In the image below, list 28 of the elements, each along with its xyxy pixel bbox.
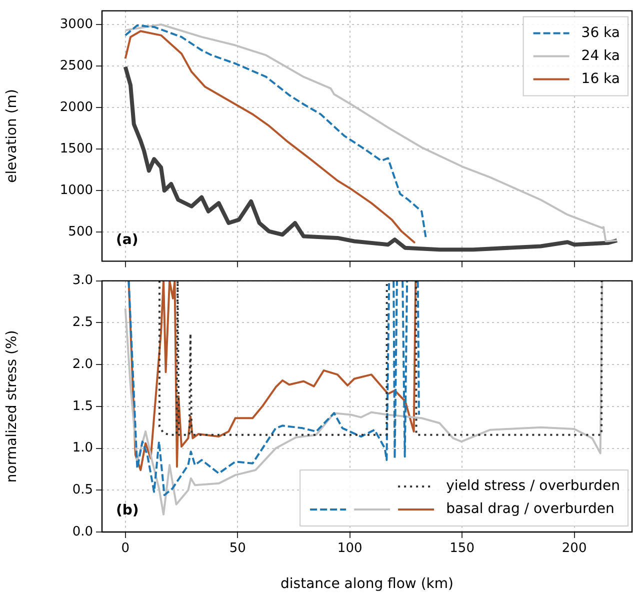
y-tick-label: 2500 [60,58,93,74]
x-tick-label: 0 [121,541,130,556]
x-axis-title: distance along flow (km) [280,576,454,592]
annotation: (a) [116,232,138,248]
legend-label: yield stress / overburden [446,478,620,494]
legend-label: 24 ka [581,48,620,64]
y-tick-label: 1000 [60,182,93,198]
x-tick-label: 200 [562,541,587,556]
y-tick-label: 2.5 [72,315,93,330]
y-axis-title: normalized stress (%) [4,330,20,483]
y-tick-label: 2000 [60,100,93,115]
y-tick-label: 3000 [60,16,93,32]
y-tick-label: 3.0 [72,273,93,288]
y-tick-label: 1.0 [72,440,93,456]
x-tick-label: 150 [450,541,474,556]
x-tick-label: 100 [337,541,362,556]
legend-label: 36 ka [581,24,620,41]
y-tick-label: 0.5 [72,482,93,498]
annotation: (b) [116,502,139,519]
y-tick-label: 1500 [60,141,93,156]
y-tick-label: 500 [68,224,93,240]
legend-label: 16 ka [581,70,620,87]
y-tick-label: 2.0 [72,356,93,372]
y-tick-label: 0.0 [72,524,93,540]
x-tick-label: 50 [229,541,246,556]
y-axis-title: elevation (m) [4,89,20,183]
y-tick-label: 1.5 [72,398,93,414]
legend-label: basal drag / overburden [446,501,614,518]
